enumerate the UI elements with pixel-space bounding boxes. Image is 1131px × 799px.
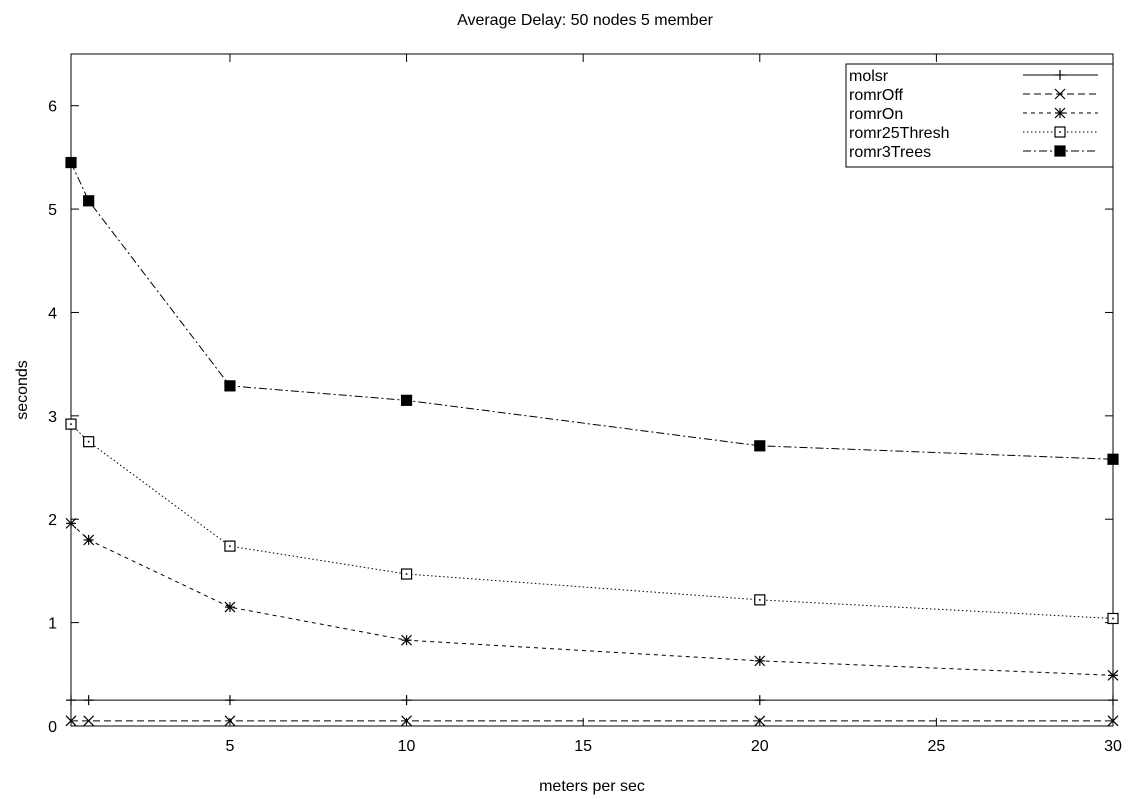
data-point-romr25Thresh (400, 568, 413, 580)
series-romr25Thresh (65, 418, 1119, 625)
data-point-romrOn (224, 601, 236, 613)
legend-marker (1054, 126, 1066, 138)
x-tick-label: 30 (1104, 738, 1122, 755)
legend-box (845, 63, 1114, 168)
data-point-romr25Thresh (1107, 612, 1119, 625)
data-point-romrOff (401, 715, 412, 727)
y-tick-label: 0 (48, 719, 57, 736)
series-romrOn (65, 517, 1119, 681)
series-romr3Trees (65, 156, 1119, 465)
x-tick-label: 20 (751, 738, 769, 755)
legend-marker (1054, 107, 1066, 119)
x-tick-label: 5 (225, 738, 234, 755)
data-point-romrOff (1107, 715, 1119, 727)
data-point-romrOn (1107, 669, 1119, 681)
y-tick-label: 5 (48, 202, 57, 219)
data-point-molsr (224, 695, 235, 706)
data-point-molsr (401, 695, 412, 706)
data-point-romr3Trees (83, 195, 95, 207)
data-point-romrOn (83, 534, 95, 546)
x-tick-label: 10 (398, 738, 416, 755)
legend-label: romr3Trees (849, 144, 931, 161)
axes: 0 1 2 3 4 5 6 5 10 15 20 25 30 (48, 54, 1122, 755)
y-tick-label: 1 (48, 616, 57, 633)
data-point-molsr (754, 695, 765, 706)
data-point-romrOff (65, 715, 77, 727)
x-axis-label: meters per sec (539, 778, 645, 795)
data-point-romr3Trees (1107, 453, 1119, 465)
data-point-romrOn (754, 655, 766, 667)
legend: molsr romrOff romrOn romr25Thresh romr3Trees (845, 63, 1114, 168)
data-point-romr3Trees (754, 440, 766, 452)
data-point-romr25Thresh (83, 436, 95, 448)
series-line-romr3Trees (70, 162, 1114, 460)
legend-marker (1054, 145, 1066, 157)
y-axis-label: seconds (14, 360, 31, 420)
series-line-romr25Thresh (70, 423, 1114, 619)
data-point-molsr (1108, 695, 1118, 706)
data-point-molsr (66, 695, 76, 706)
y-tick-label: 6 (48, 99, 57, 116)
legend-label: romrOn (849, 106, 903, 123)
legend-label: molsr (849, 68, 889, 85)
data-point-romr25Thresh (224, 540, 236, 552)
series-romrOff (65, 715, 1119, 727)
data-point-romr3Trees (65, 156, 77, 169)
data-point-romr25Thresh (754, 594, 766, 606)
data-point-romrOff (83, 715, 95, 727)
series-layer (65, 156, 1119, 727)
legend-label: romr25Thresh (849, 125, 949, 142)
data-point-romr3Trees (400, 394, 413, 406)
chart-title: Average Delay: 50 nodes 5 member (457, 12, 714, 29)
plot-border (70, 53, 1114, 727)
y-tick-label: 4 (48, 305, 57, 322)
x-tick-label: 25 (927, 738, 945, 755)
data-point-romrOff (754, 715, 766, 727)
y-tick-label: 2 (48, 512, 57, 529)
y-tick-label: 3 (48, 409, 57, 426)
data-point-romr25Thresh (65, 418, 77, 430)
series-molsr (66, 695, 1118, 706)
data-point-romrOn (401, 634, 412, 646)
plot-frame (70, 53, 1114, 727)
data-point-romrOff (224, 715, 236, 727)
legend-marker (1055, 70, 1065, 80)
x-tick-label: 15 (574, 738, 592, 755)
data-point-molsr (83, 695, 94, 706)
data-point-romrOn (65, 517, 77, 529)
data-point-romr3Trees (224, 380, 236, 392)
legend-marker (1054, 88, 1066, 100)
legend-label: romrOff (849, 87, 903, 104)
